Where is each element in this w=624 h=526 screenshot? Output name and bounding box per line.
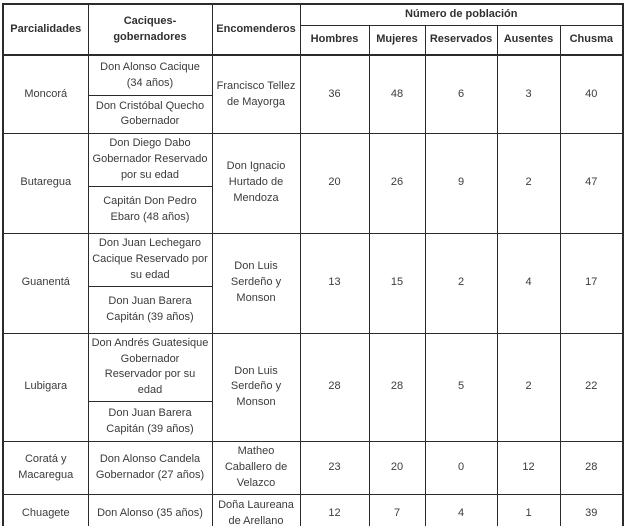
cell-mujeres: 7 [368, 494, 426, 526]
table-subrow: Capitán Don Pedro Ebaro (48 años) [3, 185, 623, 234]
cell-chusma: 47 [559, 132, 624, 234]
cell-cacique: Don Juan Lechegaro Cacique Reservado por… [87, 232, 213, 287]
cell-ausentes: 1 [496, 494, 561, 526]
cell-encomendero: Francisco Tellez de Mayorga [211, 54, 301, 134]
cell-cacique: Capitán Don Pedro Ebaro (48 años) [87, 185, 213, 234]
cell-cacique: Don Juan Barera Capitán (39 años) [87, 401, 213, 443]
cell-chusma: 39 [559, 494, 624, 526]
cell-encomendero: Doña Laureana de Arellano [211, 494, 301, 526]
cell-cacique: Don Andrés Guatesique Gobernador Reserva… [87, 332, 213, 403]
cell-ausentes: 2 [496, 332, 561, 443]
col-header-chusma: Chusma [559, 24, 624, 56]
cell-cacique: Don Juan Barera Capitán (39 años) [87, 285, 213, 334]
cell-chusma: 40 [559, 54, 624, 134]
cell-reservados: 4 [424, 494, 498, 526]
table-row: Coratá y Macaregua Don Alonso Candela Go… [2, 441, 624, 496]
cell-mujeres: 28 [368, 332, 426, 443]
cell-reservados: 0 [424, 441, 498, 496]
cell-chusma: 28 [559, 441, 624, 496]
population-census-table: Parcialidades Caciques- gobernadores Enc… [2, 3, 624, 526]
cell-cacique: Don Alonso (35 años) [87, 494, 213, 526]
cell-mujeres: 15 [368, 232, 426, 334]
cell-reservados: 2 [424, 232, 498, 334]
header-row-group: Parcialidades Caciques- gobernadores Enc… [2, 3, 624, 56]
cell-parcialidad: Coratá y Macaregua [2, 441, 89, 496]
table-subrow: Don Juan Barera Capitán (39 años) [3, 401, 623, 443]
col-header-hombres: Hombres [299, 24, 370, 56]
table-subrow: Don Juan Barera Capitán (39 años) [3, 285, 623, 334]
cell-ausentes: 3 [496, 54, 561, 134]
table-subrow: Don Cristóbal Quecho Gobernador [3, 94, 623, 134]
cell-ausentes: 12 [496, 441, 561, 496]
cell-hombres: 13 [299, 232, 370, 334]
col-header-encomenderos: Encomenderos [211, 3, 301, 56]
cell-reservados: 6 [424, 54, 498, 134]
cell-parcialidad: Guanentá [2, 232, 89, 334]
cell-hombres: 23 [299, 441, 370, 496]
col-header-parcialidades: Parcialidades [2, 3, 89, 56]
cell-encomendero: Don Ignacio Hurtado de Mendoza [211, 132, 301, 234]
table-row: Moncorá Don Alonso Cacique (34 años) Fra… [2, 54, 624, 134]
col-header-ausentes: Ausentes [496, 24, 561, 56]
col-header-mujeres: Mujeres [368, 24, 426, 56]
cell-mujeres: 26 [368, 132, 426, 234]
cell-parcialidad: Butaregua [2, 132, 89, 234]
table-row: Butaregua Don Diego Dabo Gobernador Rese… [2, 132, 624, 234]
cell-parcialidad: Chuagete [2, 494, 89, 526]
cell-ausentes: 2 [496, 132, 561, 234]
cell-parcialidad: Moncorá [2, 54, 89, 134]
table-row: Guanentá Don Juan Lechegaro Cacique Rese… [2, 232, 624, 334]
table-header: Parcialidades Caciques- gobernadores Enc… [2, 3, 624, 56]
cell-cacique: Don Cristóbal Quecho Gobernador [87, 94, 213, 134]
cell-encomendero: Don Luis Serdeño y Monson [211, 332, 301, 443]
cell-cacique: Don Alonso Candela Gobernador (27 años) [87, 441, 213, 496]
cell-mujeres: 20 [368, 441, 426, 496]
col-header-reservados: Reservados [424, 24, 498, 56]
cell-parcialidad: Lubigara [2, 332, 89, 443]
table-body: Moncorá Don Alonso Cacique (34 años) Fra… [2, 54, 624, 526]
col-header-caciques: Caciques- gobernadores [87, 3, 213, 56]
cell-hombres: 20 [299, 132, 370, 234]
cell-hombres: 28 [299, 332, 370, 443]
table-row: Lubigara Don Andrés Guatesique Gobernado… [2, 332, 624, 443]
cell-encomendero: Matheo Caballero de Velazco [211, 441, 301, 496]
header-row-subcols: Hombres Mujeres Reservados Ausentes Chus… [3, 24, 624, 56]
cell-reservados: 5 [424, 332, 498, 443]
cell-mujeres: 48 [368, 54, 426, 134]
table-row: Chuagete Don Alonso (35 años) Doña Laure… [2, 494, 624, 526]
cell-hombres: 36 [299, 54, 370, 134]
cell-chusma: 17 [559, 232, 624, 334]
cell-cacique: Don Alonso Cacique (34 años) [87, 54, 213, 96]
col-group-header-poblacion: Número de población [299, 3, 624, 26]
cell-cacique: Don Diego Dabo Gobernador Reservado por … [87, 132, 213, 187]
cell-ausentes: 4 [496, 232, 561, 334]
cell-chusma: 22 [559, 332, 624, 443]
cell-hombres: 12 [299, 494, 370, 526]
cell-reservados: 9 [424, 132, 498, 234]
cell-encomendero: Don Luis Serdeño y Monson [211, 232, 301, 334]
